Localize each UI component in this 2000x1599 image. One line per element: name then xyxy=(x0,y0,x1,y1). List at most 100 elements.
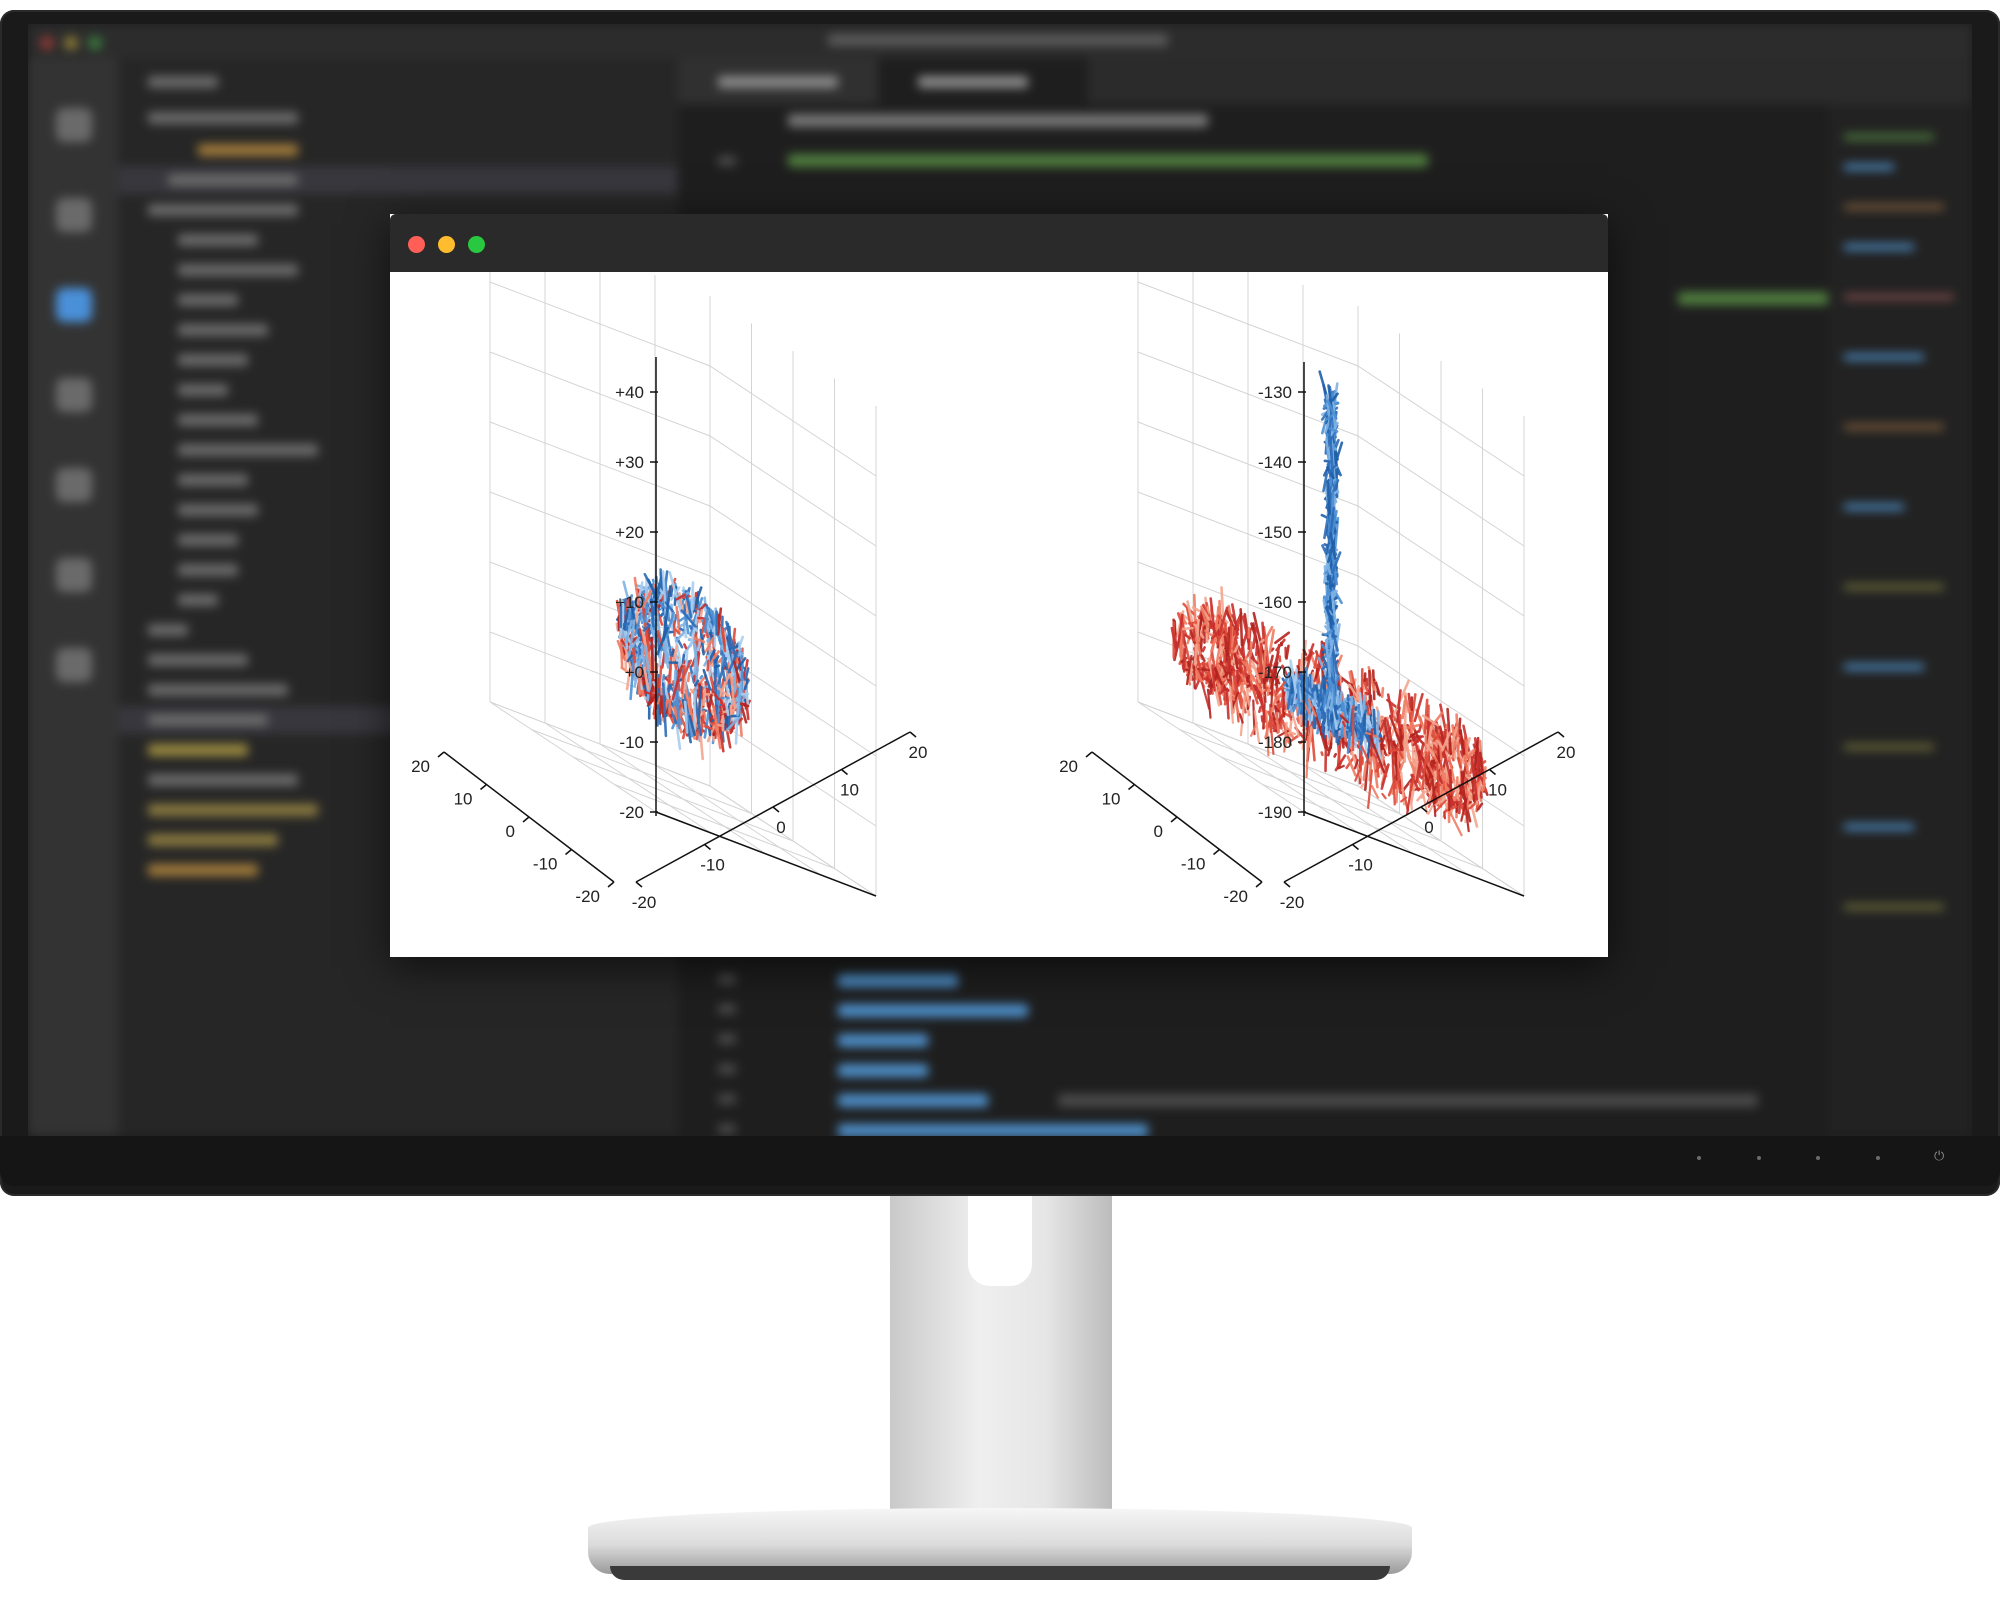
quiver-segment xyxy=(1215,627,1225,645)
monitor-button[interactable] xyxy=(1876,1156,1880,1160)
quiver-segment xyxy=(1364,691,1369,696)
quiver-segment xyxy=(1354,769,1361,782)
quiver-segment xyxy=(1231,697,1236,701)
grid-line xyxy=(1137,421,1525,617)
quiver-segment xyxy=(1201,646,1206,653)
quiver-segment xyxy=(732,660,742,684)
quiver-segment xyxy=(1180,626,1194,631)
quiver-segment xyxy=(1250,656,1261,684)
quiver-segment xyxy=(666,650,674,692)
sidebar-line xyxy=(148,684,288,696)
quiver-segment xyxy=(1326,399,1338,420)
quiver-segment xyxy=(1274,706,1280,713)
quiver-segment xyxy=(1463,747,1478,761)
minimize-icon[interactable] xyxy=(438,236,455,253)
quiver-segment xyxy=(1258,705,1262,714)
quiver-segment xyxy=(1367,748,1378,759)
quiver-segment xyxy=(1246,674,1251,689)
quiver-segment xyxy=(690,670,698,678)
quiver-segment xyxy=(661,682,668,738)
x-tick-label: -20 xyxy=(1280,893,1305,912)
sidebar-line xyxy=(178,414,258,426)
close-icon[interactable] xyxy=(408,236,425,253)
quiver-segment xyxy=(1213,666,1223,686)
quiver-segment xyxy=(1283,728,1288,753)
quiver-segment xyxy=(1439,767,1445,805)
quiver-segment xyxy=(1348,695,1354,727)
monitor-button[interactable] xyxy=(1697,1156,1701,1160)
quiver-segment xyxy=(655,584,661,596)
y-tick-label: 10 xyxy=(454,790,473,809)
quiver-segment xyxy=(1304,666,1309,711)
quiver-segment xyxy=(1210,631,1219,640)
quiver-segment xyxy=(1217,606,1229,637)
quiver-segment xyxy=(1324,629,1334,636)
x-tick xyxy=(1352,843,1359,851)
zoom-icon[interactable] xyxy=(468,236,485,253)
quiver-segment xyxy=(1326,742,1333,757)
quiver-segment xyxy=(1305,720,1310,741)
quiver-segment xyxy=(1274,631,1291,645)
quiver-segment xyxy=(1268,628,1276,654)
quiver-segment xyxy=(690,586,703,617)
quiver-segment xyxy=(679,627,685,632)
y-tick xyxy=(480,783,487,791)
activity-bar xyxy=(28,58,118,1136)
quiver-segment xyxy=(1324,639,1332,678)
quiver-segment xyxy=(1261,636,1268,679)
quiver-segment xyxy=(1218,662,1235,674)
quiver-segment xyxy=(680,664,686,695)
quiver-segment xyxy=(1324,413,1335,422)
quiver-segment xyxy=(1238,713,1244,724)
quiver-segment xyxy=(1220,586,1226,637)
sidebar-line xyxy=(178,594,218,606)
quiver-segment xyxy=(1265,710,1270,757)
sidebar-line xyxy=(178,534,238,546)
quiver-segment xyxy=(688,624,693,630)
quiver-segment xyxy=(656,687,661,727)
power-icon[interactable]: ⏻ xyxy=(1934,1148,1945,1163)
x-tick xyxy=(772,806,780,813)
grid-line xyxy=(1137,701,1525,897)
quiver-segment xyxy=(1209,597,1216,635)
monitor-stand-base xyxy=(588,1508,1412,1574)
sidebar-line xyxy=(178,354,248,366)
plot-window-titlebar[interactable] xyxy=(390,214,1608,272)
quiver-segment xyxy=(1442,750,1453,784)
quiver-segment xyxy=(1206,688,1212,719)
x-tick-label: 20 xyxy=(1557,743,1576,762)
quiver-segment xyxy=(644,690,655,697)
quiver-segment xyxy=(1325,605,1331,609)
quiver-segment xyxy=(717,656,728,685)
y-tick xyxy=(1085,751,1093,758)
quiver-segment xyxy=(1268,661,1279,695)
monitor-stand-base-edge xyxy=(610,1566,1390,1580)
quiver-segment xyxy=(1465,799,1470,811)
quiver-segment xyxy=(1279,641,1284,647)
quiver-segment xyxy=(649,591,655,628)
quiver-segment xyxy=(1381,792,1387,800)
quiver-segment xyxy=(706,659,710,672)
z-tick-label: -150 xyxy=(1258,523,1292,542)
x-tick-label: -20 xyxy=(632,893,657,912)
monitor-button[interactable] xyxy=(1816,1156,1820,1160)
quiver-segment xyxy=(1380,763,1390,790)
quiver-segment xyxy=(627,619,636,658)
z-tick-label: +20 xyxy=(615,523,644,542)
sidebar-line xyxy=(148,774,298,786)
quiver-segment xyxy=(1239,607,1244,647)
quiver-segment xyxy=(1226,660,1236,672)
quiver-segment xyxy=(1431,775,1437,818)
quiver-segment xyxy=(1473,736,1480,772)
quiver-segment xyxy=(1320,691,1326,715)
z-tick-label: -170 xyxy=(1258,663,1292,682)
quiver-segment xyxy=(1289,659,1298,694)
sidebar-line xyxy=(178,564,238,576)
monitor-button[interactable] xyxy=(1757,1156,1761,1160)
quiver-segment xyxy=(693,637,706,644)
grid-line xyxy=(1137,281,1525,477)
quiver-segment xyxy=(1314,667,1319,680)
quiver-segment xyxy=(727,709,732,728)
quiver-segment xyxy=(675,689,681,730)
quiver-segment xyxy=(1226,626,1231,656)
